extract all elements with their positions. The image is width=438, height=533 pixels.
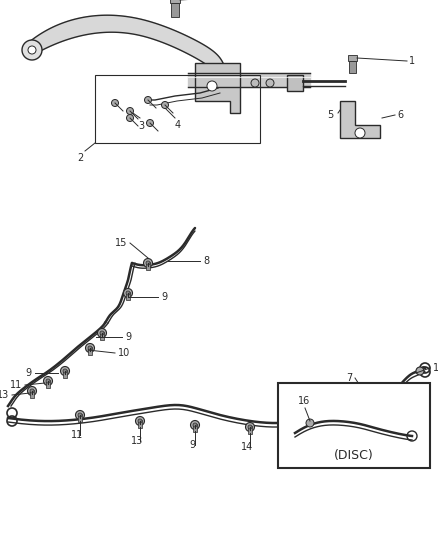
Text: 1: 1	[232, 0, 238, 2]
Circle shape	[85, 343, 95, 352]
Circle shape	[293, 421, 297, 425]
Circle shape	[385, 384, 395, 392]
Bar	[46, 380, 50, 388]
Text: 9: 9	[189, 440, 195, 450]
Bar	[278, 383, 430, 468]
Bar	[338, 415, 342, 423]
Bar	[146, 262, 150, 270]
Circle shape	[246, 423, 254, 432]
Text: 14: 14	[241, 442, 253, 452]
Bar	[388, 387, 392, 395]
Circle shape	[88, 346, 92, 350]
Circle shape	[127, 108, 134, 115]
Bar	[171, 3, 179, 17]
Text: 13: 13	[131, 436, 143, 446]
Text: 15: 15	[115, 238, 127, 248]
Text: 13: 13	[0, 390, 9, 400]
Text: 9: 9	[161, 292, 167, 302]
Bar	[287, 75, 303, 91]
Circle shape	[355, 128, 365, 138]
Text: 16: 16	[298, 396, 310, 406]
Circle shape	[266, 79, 274, 87]
Bar	[348, 55, 357, 61]
Text: 3: 3	[138, 121, 144, 131]
Circle shape	[75, 410, 85, 419]
Text: 11: 11	[71, 430, 83, 440]
Text: 4: 4	[175, 120, 181, 130]
Bar	[293, 422, 297, 430]
Polygon shape	[340, 101, 380, 138]
Text: 9: 9	[125, 332, 131, 342]
Circle shape	[63, 369, 67, 373]
Text: 1: 1	[409, 56, 415, 66]
Circle shape	[126, 291, 130, 295]
Text: 7: 7	[346, 373, 352, 383]
Circle shape	[28, 386, 36, 395]
Circle shape	[100, 331, 104, 335]
Bar	[100, 332, 104, 340]
Circle shape	[388, 386, 392, 390]
Polygon shape	[195, 63, 240, 113]
Circle shape	[144, 259, 152, 268]
Text: 10: 10	[118, 348, 130, 358]
Circle shape	[251, 79, 259, 87]
Circle shape	[145, 96, 152, 103]
Circle shape	[207, 81, 217, 91]
Circle shape	[60, 367, 70, 376]
Text: (DISC): (DISC)	[334, 448, 374, 462]
Circle shape	[22, 40, 42, 60]
Bar	[126, 292, 130, 300]
Circle shape	[248, 425, 252, 429]
Bar	[193, 424, 197, 432]
Bar	[349, 61, 356, 73]
Circle shape	[124, 288, 133, 297]
Bar	[138, 420, 142, 428]
Circle shape	[28, 46, 36, 54]
Text: 11: 11	[10, 380, 22, 390]
Circle shape	[193, 423, 197, 427]
Polygon shape	[28, 15, 228, 88]
Circle shape	[336, 411, 345, 421]
Circle shape	[112, 100, 119, 107]
Bar	[95, 75, 260, 143]
Text: 6: 6	[397, 110, 403, 120]
Bar	[88, 347, 92, 355]
Bar	[63, 370, 67, 378]
Bar	[170, 0, 180, 3]
Circle shape	[135, 416, 145, 425]
Circle shape	[127, 115, 134, 122]
Text: 9: 9	[289, 438, 295, 448]
Circle shape	[191, 421, 199, 430]
Circle shape	[98, 328, 106, 337]
Circle shape	[78, 413, 82, 417]
Text: 5: 5	[327, 110, 333, 120]
Circle shape	[30, 389, 34, 393]
Text: 8: 8	[203, 256, 209, 266]
Text: 9: 9	[359, 390, 365, 400]
Bar	[248, 426, 252, 434]
Circle shape	[146, 119, 153, 126]
Circle shape	[338, 414, 342, 418]
Circle shape	[138, 419, 142, 423]
Text: 2: 2	[77, 153, 83, 163]
Circle shape	[290, 418, 300, 427]
Bar	[30, 390, 34, 398]
Circle shape	[146, 261, 150, 265]
Circle shape	[416, 367, 424, 375]
Circle shape	[162, 101, 169, 109]
Text: 9: 9	[26, 368, 32, 378]
Circle shape	[43, 376, 53, 385]
Text: 15: 15	[433, 363, 438, 373]
Circle shape	[306, 419, 314, 427]
Circle shape	[46, 379, 50, 383]
Bar	[78, 414, 82, 422]
